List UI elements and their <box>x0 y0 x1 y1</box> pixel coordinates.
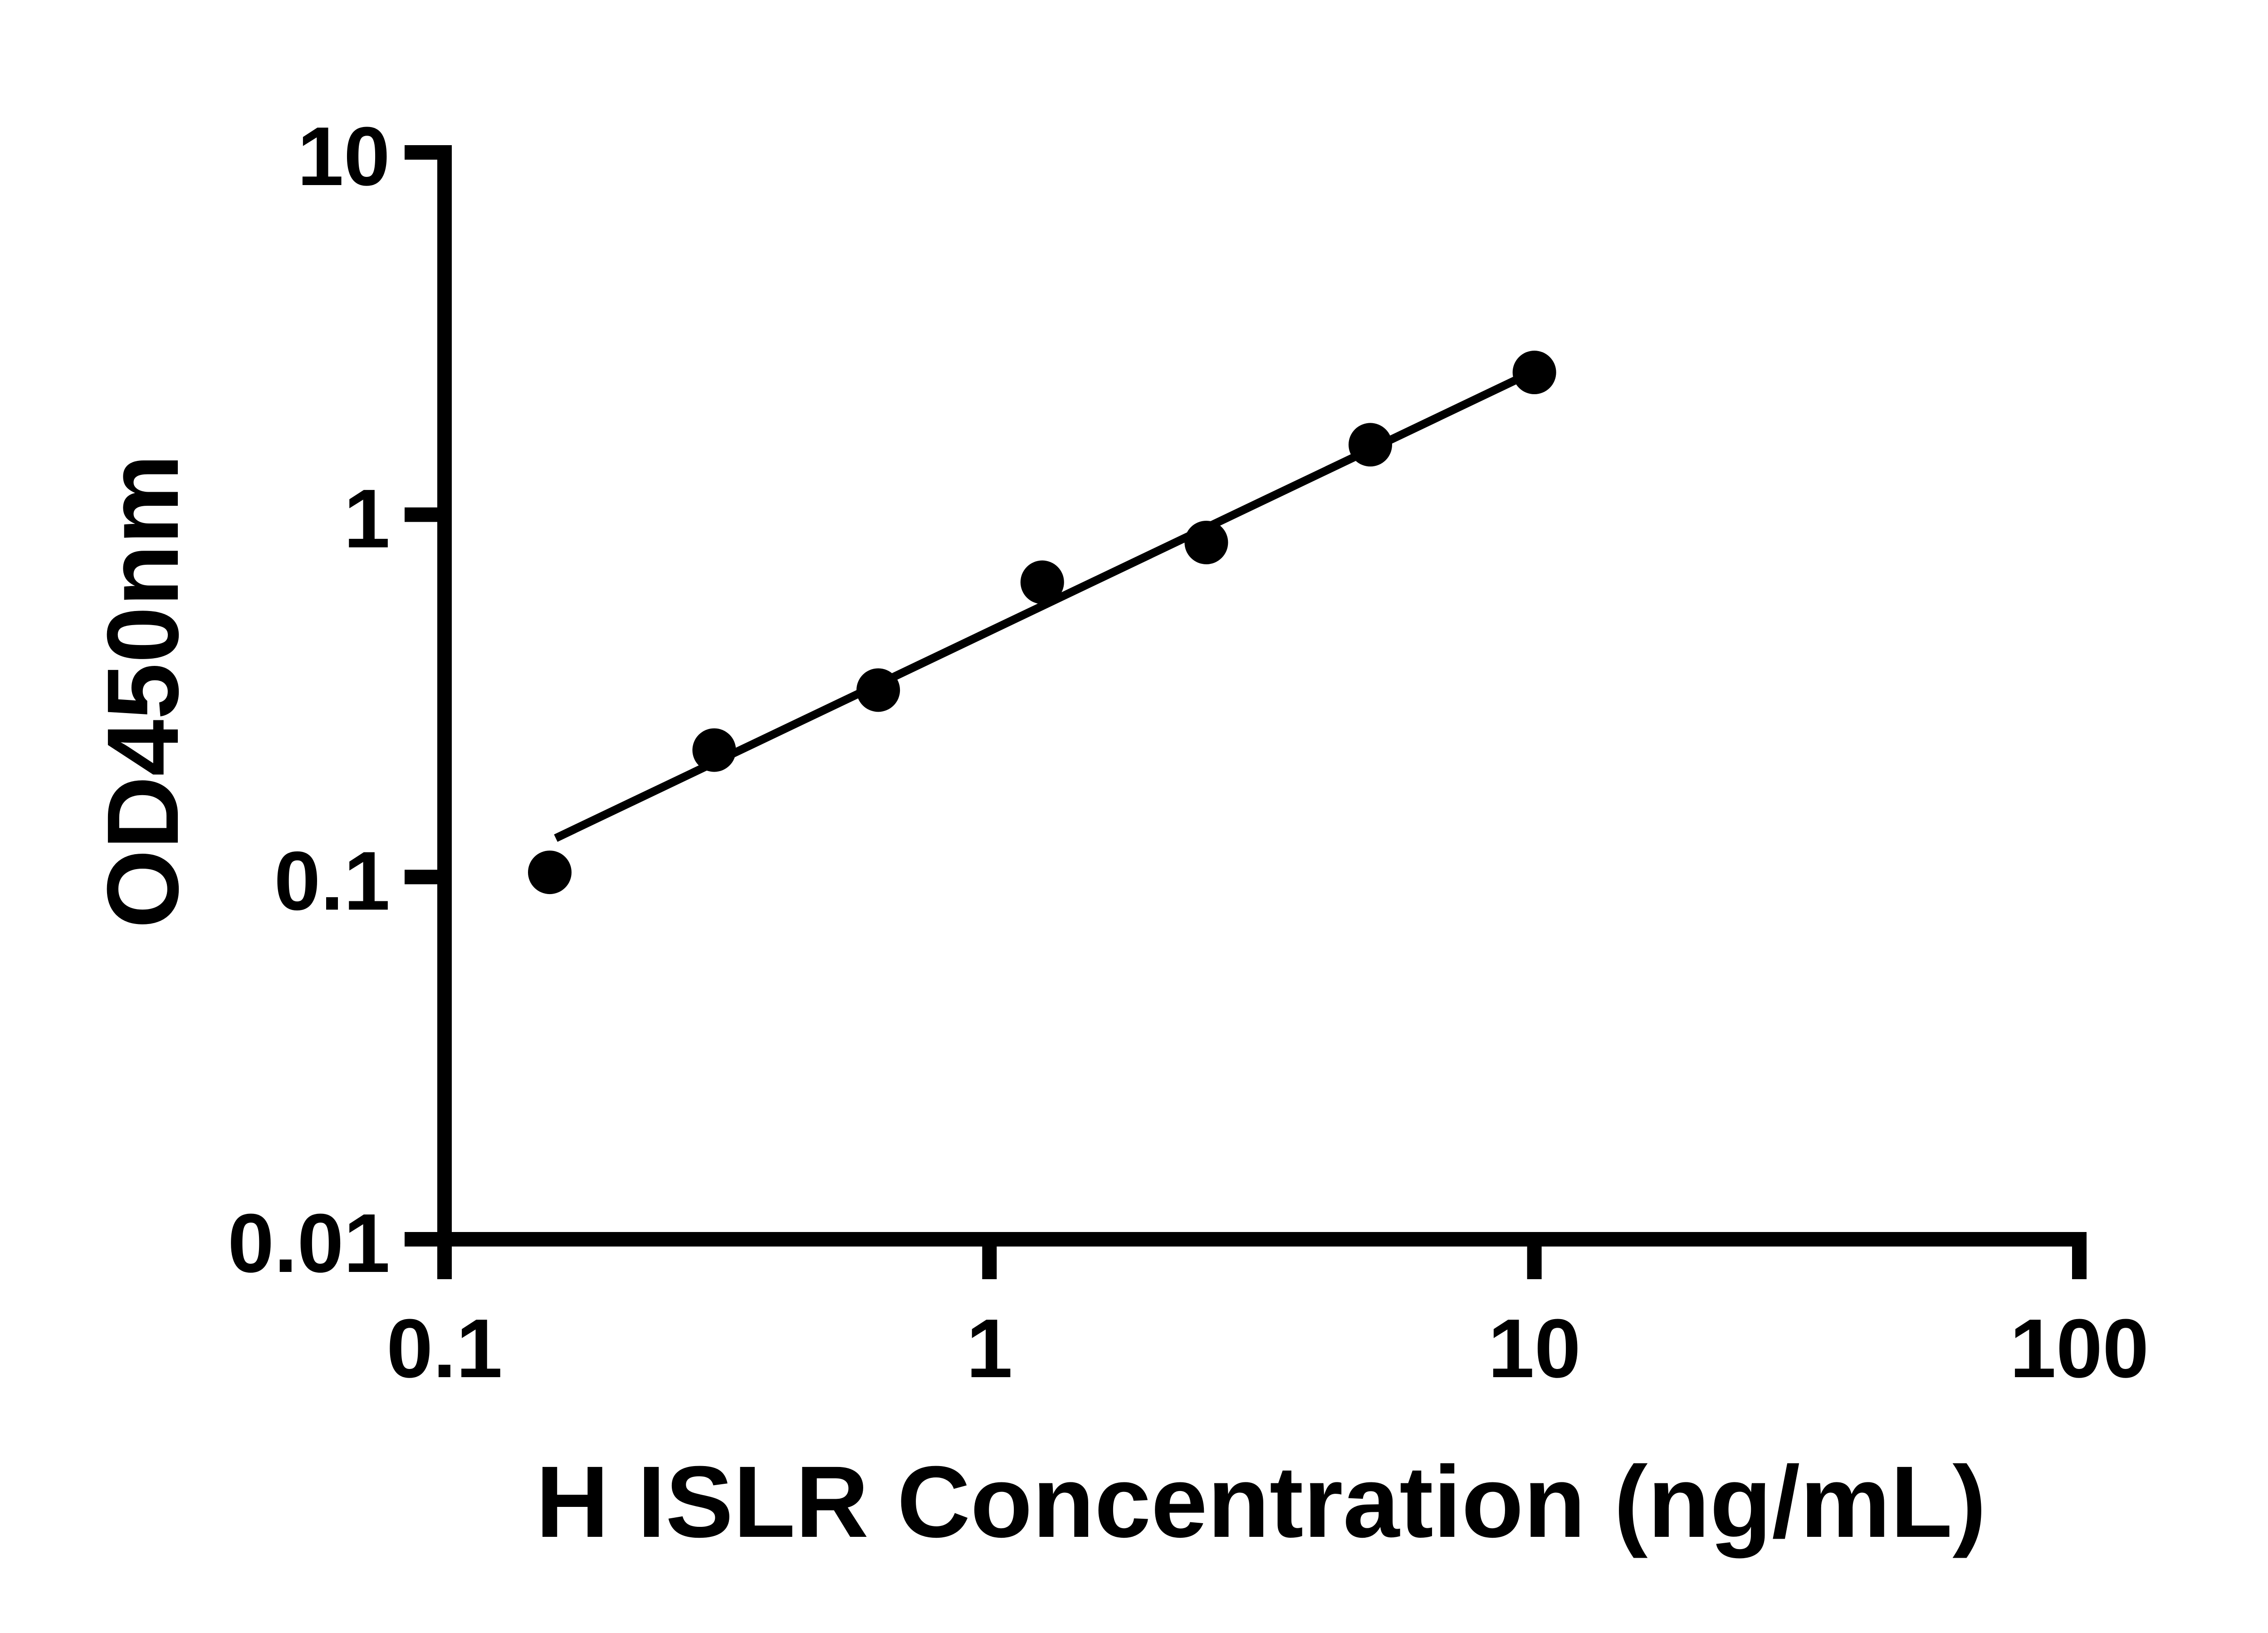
x-tick-label: 100 <box>2010 1301 2149 1395</box>
x-tick-label: 10 <box>1488 1301 1581 1395</box>
data-point <box>1020 560 1064 604</box>
y-tick-label: 10 <box>297 109 390 203</box>
y-tick-label: 1 <box>344 472 390 565</box>
y-axis-title: OD450nm <box>85 454 200 929</box>
x-tick-label: 1 <box>966 1301 1012 1395</box>
data-point <box>1512 351 1556 395</box>
data-point <box>528 851 572 895</box>
data-point <box>1349 423 1393 467</box>
data-point <box>692 728 736 772</box>
data-point <box>856 668 900 712</box>
y-tick-label: 0.1 <box>274 834 390 927</box>
data-point <box>1184 520 1228 564</box>
x-tick-label: 0.1 <box>386 1301 503 1395</box>
x-axis-title: H ISLR Concentration (ng/mL) <box>535 1444 1987 1559</box>
y-tick-label: 0.01 <box>228 1196 390 1290</box>
